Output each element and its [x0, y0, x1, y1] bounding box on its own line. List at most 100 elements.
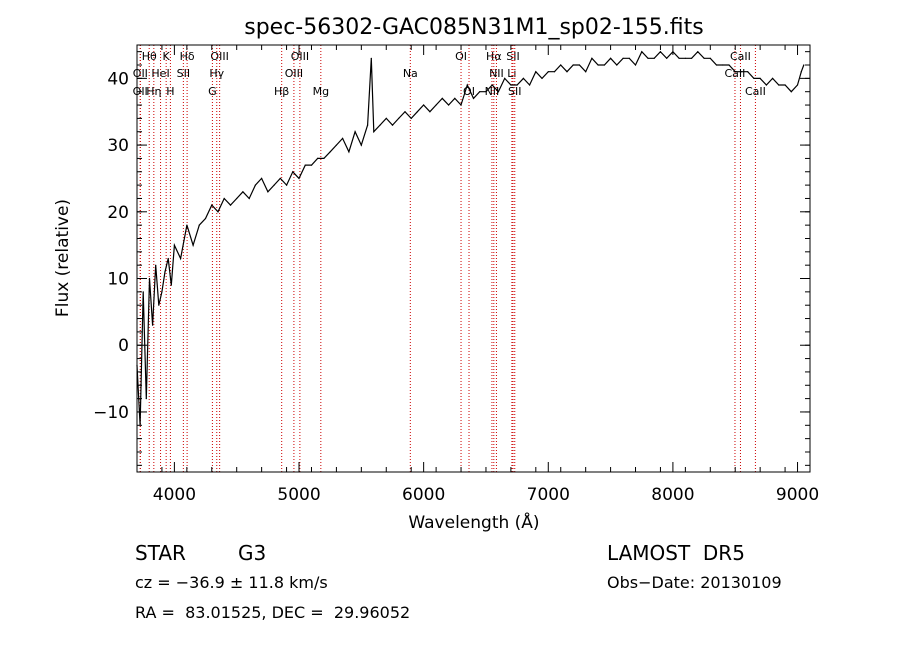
spectrum-point	[466, 84, 468, 86]
spectrum-point	[796, 84, 799, 86]
spectrum-point	[236, 197, 238, 200]
spectrum-point	[547, 71, 549, 73]
line-marker-label: OIII	[291, 50, 309, 63]
spectrum-point	[622, 57, 624, 59]
spectrum-line	[136, 50, 805, 426]
spectrum-point	[370, 57, 372, 59]
spectrum-point	[634, 64, 637, 66]
spectrum-point	[703, 57, 705, 59]
spectrum-point	[529, 84, 531, 86]
spectrum-layer	[136, 50, 805, 426]
spectrum-point	[170, 284, 172, 286]
spectrum-point	[572, 64, 574, 66]
spectrum-point	[155, 264, 157, 266]
spectrum-point	[778, 84, 780, 86]
line-marker-label: HeI	[151, 67, 169, 80]
spectrum-point	[772, 77, 774, 79]
spectrum-point	[597, 64, 599, 66]
y-axis-label: Flux (relative)	[53, 199, 73, 317]
line-marker-label: K	[163, 50, 171, 63]
spectrum-point	[335, 144, 337, 146]
spectrum-point	[391, 124, 394, 126]
spectrum-point	[709, 57, 711, 59]
x-tick-label: 6000	[402, 485, 445, 505]
spectrum-point	[423, 104, 425, 106]
line-marker-label: Hα	[486, 50, 502, 63]
y-tick-label: 20	[107, 203, 129, 223]
coordinates: RA = 83.01525, DEC = 29.96052	[135, 603, 411, 622]
survey-name: LAMOST DR5	[607, 541, 745, 565]
line-marker-label: NII	[489, 67, 504, 80]
spectrum-point	[198, 224, 200, 226]
spectrum-point	[747, 71, 749, 73]
object-class: STAR	[135, 541, 186, 565]
y-tick-label: 30	[107, 136, 129, 156]
spectrum-point	[448, 104, 450, 106]
line-marker-label: G	[208, 85, 217, 98]
spectrum-point	[610, 57, 612, 59]
spectrum-point	[666, 57, 668, 59]
spectrum-point	[167, 257, 169, 260]
line-marker-label: OIII	[210, 50, 228, 63]
line-marker-label: CaII	[730, 50, 751, 63]
spectrum-point	[454, 97, 456, 99]
spectrum-point	[472, 97, 475, 99]
spectrum-point	[628, 57, 630, 59]
spectrum-point	[800, 71, 802, 73]
line-marker-label: OI	[455, 50, 467, 63]
spectrum-point	[292, 171, 294, 173]
spectrum-point	[211, 204, 213, 206]
spectrum-point	[429, 111, 431, 113]
spectrum-point	[416, 111, 418, 113]
spectrum-point	[379, 124, 381, 126]
spectrum-point	[485, 91, 487, 93]
spectrum-point	[641, 51, 643, 53]
spectrum-point	[603, 64, 606, 66]
spectrum-point	[504, 77, 506, 79]
spectrum-point	[410, 117, 412, 119]
x-tick-label: 9000	[776, 485, 819, 505]
spectrum-point	[273, 184, 275, 186]
spectrum-point	[164, 271, 166, 273]
line-marker-label: Hβ	[274, 85, 289, 98]
spectrum-point	[715, 64, 718, 66]
spectrum-point	[535, 71, 537, 73]
spectrum-point	[684, 57, 687, 59]
observation-date: Obs−Date: 20130109	[607, 573, 782, 592]
spectrum-point	[298, 177, 300, 179]
spectrum-point	[591, 57, 593, 59]
line-marker-label: OI	[463, 85, 475, 98]
spectrum-point	[790, 91, 792, 93]
spectrum-point	[647, 57, 649, 59]
spectrum-point	[158, 304, 160, 306]
spectrum-point	[585, 71, 587, 73]
spectrum-point	[248, 197, 250, 200]
line-marker-label: CaII	[745, 85, 766, 98]
spectral-subclass: G3	[238, 541, 267, 565]
line-marker-label: Hθ	[142, 50, 157, 63]
spectrum-point	[304, 164, 306, 166]
spectrum-point	[142, 291, 144, 293]
y-tick-label: 0	[118, 336, 129, 356]
spectrum-point	[267, 191, 269, 193]
spectrum-point	[560, 64, 562, 66]
spectrum-point	[566, 71, 568, 73]
line-marker-label: SII	[177, 67, 190, 80]
spectrum-point	[678, 57, 680, 59]
x-tick-label: 5000	[277, 485, 320, 505]
x-tick-label: 7000	[527, 485, 570, 505]
spectrum-point	[354, 131, 356, 133]
spectrum-point	[435, 104, 437, 106]
spectrum-point	[616, 64, 618, 66]
spectrum-point	[753, 77, 755, 79]
line-marker-label: Mg	[313, 85, 329, 98]
spectrum-point	[192, 244, 194, 246]
spectrum-point	[173, 244, 175, 246]
spectrum-point	[242, 191, 244, 193]
spectrum-point	[691, 57, 693, 59]
redshift-velocity: cz = −36.9 ± 11.8 km/s	[135, 573, 328, 592]
spectrum-point	[161, 291, 163, 293]
chart-title: spec-56302-GAC085N31M1_sp02-155.fits	[244, 15, 704, 40]
